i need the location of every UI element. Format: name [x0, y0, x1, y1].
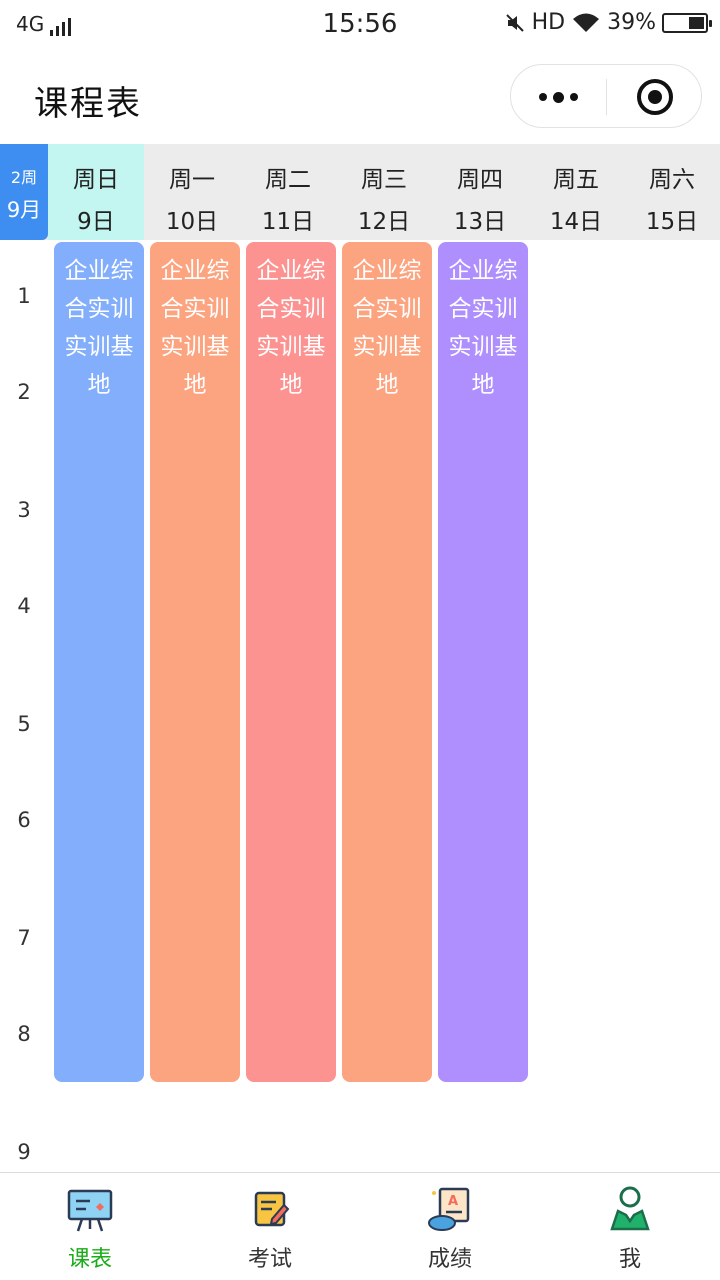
day-name: 周日	[73, 167, 119, 193]
course-card-mon[interactable]: 企业综合实训实训基地	[150, 242, 240, 1082]
tab-grades[interactable]: A 成绩	[360, 1173, 540, 1280]
battery-icon	[662, 12, 712, 33]
tab-schedule[interactable]: 课表	[0, 1173, 180, 1280]
period-number: 5	[17, 712, 31, 736]
tab-label: 我	[618, 1247, 641, 1272]
clock: 15:56	[322, 9, 398, 39]
period-number: 9	[17, 1140, 31, 1164]
day-name: 周一	[169, 167, 215, 193]
mute-icon	[505, 13, 524, 32]
grade-report-icon: A	[428, 1187, 470, 1231]
month-label: 9月	[6, 198, 42, 222]
mini-program-capsule	[510, 64, 702, 128]
course-card-sun[interactable]: 企业综合实训实训基地	[54, 242, 144, 1082]
more-options-button[interactable]	[511, 65, 606, 129]
capsule-divider	[606, 79, 607, 115]
period-number: 1	[17, 284, 31, 308]
day-date: 13日	[453, 209, 507, 235]
course-card-thu[interactable]: 企业综合实训实训基地	[438, 242, 528, 1082]
network-status: 4G	[16, 12, 72, 36]
tab-label: 考试	[247, 1247, 292, 1272]
day-name: 周五	[553, 167, 599, 193]
period-number: 4	[17, 594, 31, 618]
day-header-wed[interactable]: 周三 12日	[336, 144, 432, 240]
wifi-icon	[573, 13, 600, 32]
day-header-sat[interactable]: 周六 15日	[624, 144, 720, 240]
tab-me[interactable]: 我	[540, 1173, 720, 1280]
status-icons: HD 39%	[504, 10, 712, 35]
day-date: 12日	[357, 209, 411, 235]
battery-level-fill	[689, 16, 704, 29]
day-date: 10日	[165, 209, 219, 235]
hd-badge: HD	[531, 10, 566, 35]
day-name: 周三	[361, 167, 407, 193]
day-header-tue[interactable]: 周二 11日	[240, 144, 336, 240]
tab-exam[interactable]: 考试	[180, 1173, 360, 1280]
period-number: 7	[17, 926, 31, 950]
timetable-grid: 1 2 3 4 5 6 7 8 9 企业综合实训实训基地 企业综合实训实训基地 …	[0, 240, 720, 1172]
period-number: 2	[17, 380, 31, 404]
day-header-sun[interactable]: 周日 9日	[48, 144, 144, 240]
course-card-tue[interactable]: 企业综合实训实训基地	[246, 242, 336, 1082]
week-header: 2周 9月 周日 9日 周一 10日 周二 11日 周三 12日 周四 13日 …	[0, 144, 720, 240]
network-type: 4G	[16, 12, 45, 36]
title-bar: 课程表	[0, 50, 720, 144]
page-title: 课程表	[34, 84, 142, 124]
signal-icon	[50, 18, 72, 36]
bottom-tab-bar: 课表 考试 A 成绩 我	[0, 1172, 720, 1280]
day-header-fri[interactable]: 周五 14日	[528, 144, 624, 240]
period-number: 3	[17, 498, 31, 522]
course-card-wed[interactable]: 企业综合实训实训基地	[342, 242, 432, 1082]
target-icon	[637, 79, 673, 115]
week-selector[interactable]: 2周 9月	[0, 144, 48, 240]
exam-scroll-icon	[254, 1191, 290, 1227]
battery-percent: 39%	[607, 10, 656, 35]
day-date: 11日	[261, 209, 315, 235]
period-number: 6	[17, 808, 31, 832]
day-date: 9日	[77, 209, 115, 235]
status-bar: 4G 15:56 HD 39%	[0, 0, 720, 50]
close-mini-program-button[interactable]	[607, 65, 703, 129]
day-header-mon[interactable]: 周一 10日	[144, 144, 240, 240]
period-number: 8	[17, 1022, 31, 1046]
tab-label: 课表	[67, 1247, 112, 1272]
day-date: 14日	[549, 209, 603, 235]
day-date: 15日	[645, 209, 699, 235]
svg-text:A: A	[448, 1194, 458, 1209]
user-profile-icon	[610, 1186, 650, 1231]
blackboard-icon	[67, 1189, 113, 1232]
day-header-thu[interactable]: 周四 13日	[432, 144, 528, 240]
day-name: 周四	[457, 167, 503, 193]
week-number: 2周	[10, 168, 38, 187]
day-name: 周二	[265, 167, 311, 193]
tab-label: 成绩	[427, 1247, 472, 1272]
day-name: 周六	[649, 167, 695, 193]
